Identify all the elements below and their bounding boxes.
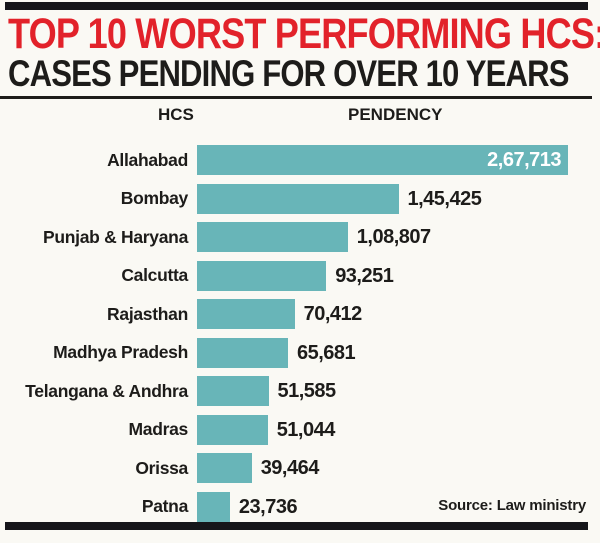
row-label: Bombay xyxy=(120,188,189,209)
bar-row: Rajasthan 70,412 xyxy=(0,295,600,334)
value-label: 23,736 xyxy=(238,495,298,518)
value-label: 1,08,807 xyxy=(356,226,431,249)
bar-row: Madhya Pradesh 65,681 xyxy=(0,334,600,373)
row-label: Calcutta xyxy=(121,265,188,286)
bar-track: 39,464 xyxy=(197,453,600,484)
bar-row: Calcutta 93,251 xyxy=(0,257,600,296)
bar-track: 1,45,425 xyxy=(197,183,600,214)
bar-row: Orissa 39,464 xyxy=(0,449,600,488)
bottom-border-rule xyxy=(5,522,588,530)
value-label: 51,585 xyxy=(277,380,337,403)
title-line1: TOP 10 WORST PERFORMING HCS: xyxy=(8,10,600,58)
data-bar xyxy=(197,337,288,368)
title-divider-rule xyxy=(0,96,592,99)
row-label: Rajasthan xyxy=(107,303,188,324)
bar-chart: Allahabad 2,67,713 Bombay 1,45,425 Punjab & … xyxy=(0,141,600,526)
bar-track: 1,08,807 xyxy=(197,222,600,253)
source-note: Source: Law ministry xyxy=(438,497,586,514)
bar-row: Bombay 1,45,425 xyxy=(0,180,600,219)
data-bar xyxy=(197,222,348,253)
row-label: Madhya Pradesh xyxy=(53,342,188,363)
row-label: Patna xyxy=(141,496,188,517)
bar-track: 51,585 xyxy=(197,376,600,407)
chart-title: TOP 10 WORST PERFORMING HCS: CASES PENDI… xyxy=(8,13,600,93)
bar-row: Telangana & Andhra 51,585 xyxy=(0,372,600,411)
top-border-rule xyxy=(5,2,588,10)
bar-track: 70,412 xyxy=(197,299,600,330)
bar-row: Patna 23,736 xyxy=(0,488,600,527)
data-bar: 2,67,713 xyxy=(197,145,568,176)
row-label: Allahabad xyxy=(107,149,188,170)
value-label: 93,251 xyxy=(335,264,394,287)
data-bar xyxy=(197,453,252,484)
row-label: Madras xyxy=(128,419,189,440)
bar-row: Madras 51,044 xyxy=(0,411,600,450)
value-label: 65,681 xyxy=(297,341,356,364)
data-bar xyxy=(197,414,268,445)
row-label: Punjab & Haryana xyxy=(43,226,188,247)
data-bar xyxy=(197,299,295,330)
value-label: 39,464 xyxy=(260,457,320,480)
bar-track: 2,67,713 xyxy=(197,145,600,176)
row-label: Orissa xyxy=(135,457,188,478)
value-label: 1,45,425 xyxy=(407,187,482,210)
data-bar xyxy=(197,260,327,291)
row-label: Telangana & Andhra xyxy=(25,380,188,401)
data-bar xyxy=(197,491,230,522)
data-bar xyxy=(197,376,269,407)
column-header-hcs: HCS xyxy=(158,105,194,124)
value-label: 2,67,713 xyxy=(487,149,561,172)
bar-track: 23,736 xyxy=(197,491,600,522)
bar-track: 93,251 xyxy=(197,260,600,291)
bar-track: 51,044 xyxy=(197,414,600,445)
value-label: 70,412 xyxy=(303,303,363,326)
data-bar xyxy=(197,183,399,214)
bar-track: 65,681 xyxy=(197,337,600,368)
title-line2: CASES PENDING FOR OVER 10 YEARS xyxy=(8,53,569,94)
bar-row: Allahabad 2,67,713 xyxy=(0,141,600,180)
column-header-pendency: PENDENCY xyxy=(348,105,443,124)
bar-row: Punjab & Haryana 1,08,807 xyxy=(0,218,600,257)
value-label: 51,044 xyxy=(276,418,336,441)
